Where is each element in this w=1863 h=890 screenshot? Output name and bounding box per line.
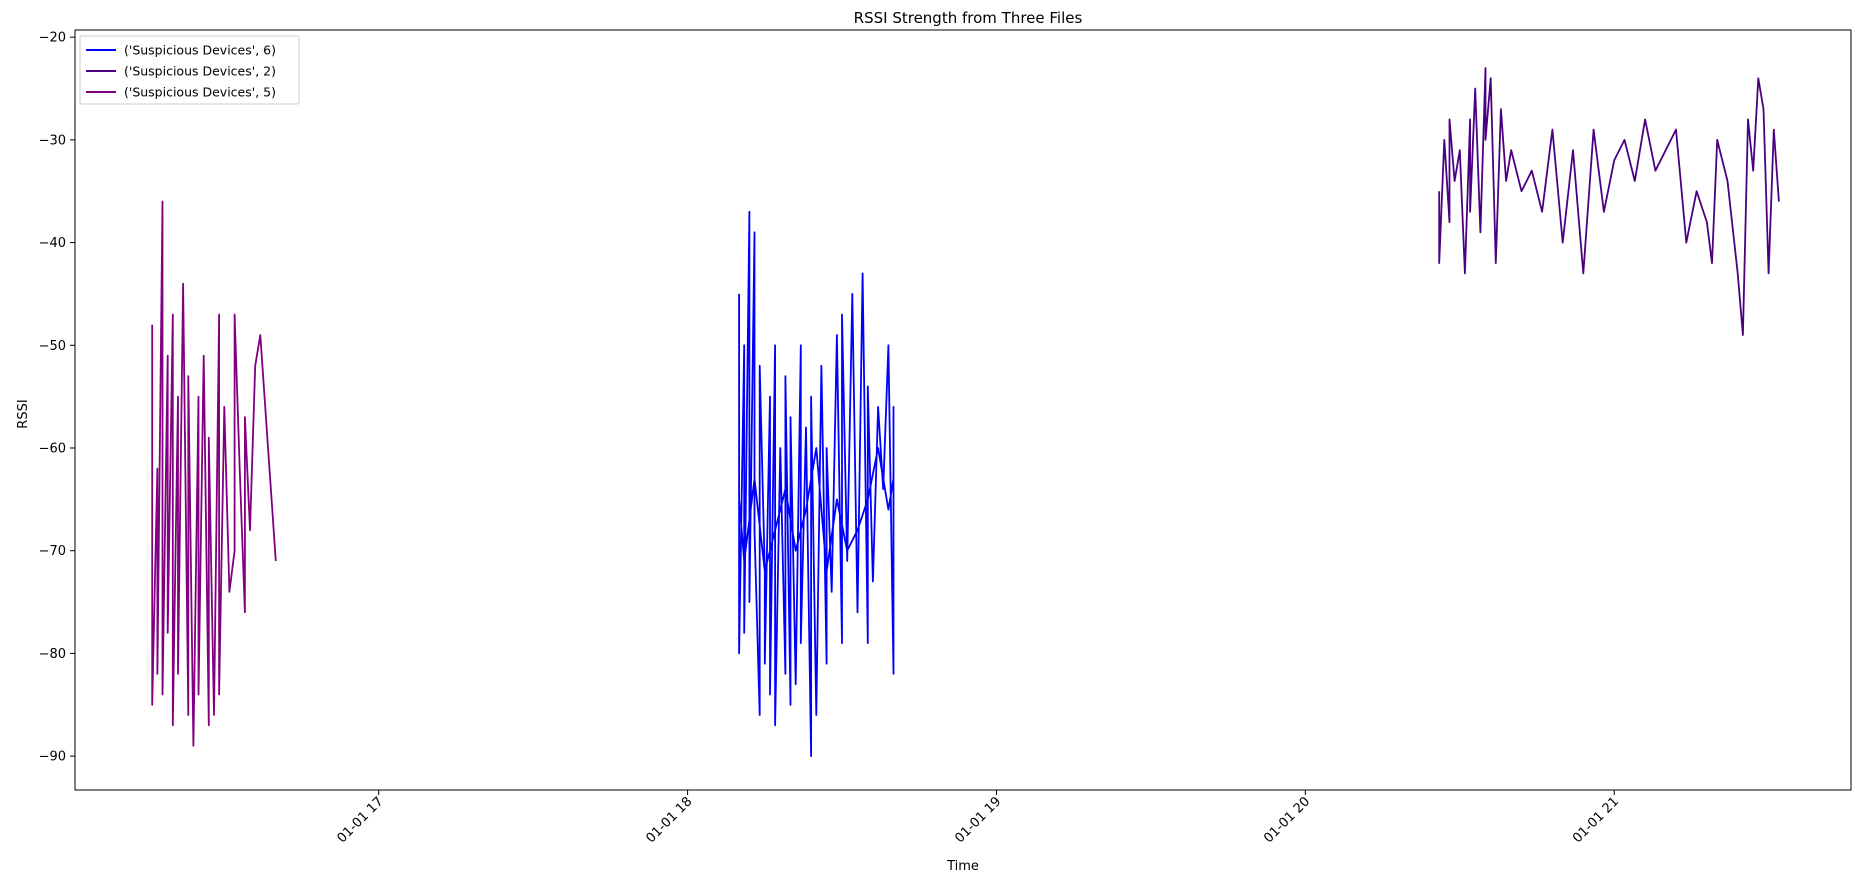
series-line-3 — [151, 200, 277, 747]
y-tick-label: −90 — [39, 750, 66, 765]
x-tick-label: 01-01 19 — [952, 794, 1004, 846]
plot-area — [74, 29, 1852, 791]
series-line-2 — [1438, 67, 1780, 336]
axes-frame — [74, 29, 1852, 791]
x-tick-label: 01-01 20 — [1261, 794, 1313, 846]
x-axis-label: Time — [946, 859, 979, 874]
y-axis: −20 −30 −40 −50 −60 −70 −80 −90 — [39, 31, 75, 765]
y-tick-label: −30 — [39, 133, 66, 148]
x-axis: 01-01 17 01-01 18 01-01 19 01-01 20 01-01 21 — [335, 790, 1622, 846]
y-tick-label: −20 — [39, 31, 66, 46]
chart-title: RSSI Strength from Three Files — [854, 9, 1083, 27]
y-tick-label: −60 — [39, 442, 66, 457]
y-tick-label: −50 — [39, 339, 66, 354]
series-line-1 — [738, 210, 895, 757]
x-tick-label: 01-01 17 — [335, 794, 387, 846]
x-tick-label: 01-01 21 — [1570, 794, 1622, 846]
series-layer — [151, 67, 1780, 757]
legend-label-2: ('Suspicious Devices', 2) — [124, 64, 276, 79]
legend-box — [79, 35, 300, 105]
y-tick-label: −40 — [39, 236, 66, 251]
legend-label-3: ('Suspicious Devices', 5) — [124, 85, 276, 100]
y-axis-label: RSSI — [16, 399, 31, 428]
legend: ('Suspicious Devices', 6) ('Suspicious De… — [79, 35, 300, 105]
legend-label-1: ('Suspicious Devices', 6) — [124, 43, 276, 58]
x-tick-label: 01-01 18 — [643, 794, 695, 846]
y-tick-label: −80 — [39, 647, 66, 662]
y-tick-label: −70 — [39, 544, 66, 559]
